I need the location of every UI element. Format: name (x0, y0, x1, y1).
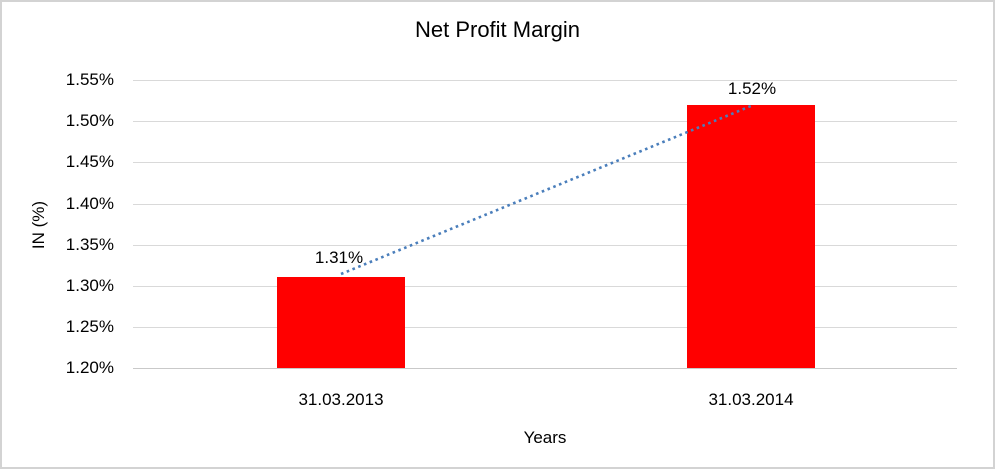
gridline (133, 162, 957, 163)
data-label-2014: 1.52% (727, 79, 777, 98)
y-tick-label: 1.40% (65, 194, 114, 213)
gridline (133, 327, 957, 328)
data-label-2013: 1.31% (314, 248, 364, 267)
plot-area (133, 80, 957, 369)
y-tick-label: 1.20% (65, 358, 114, 377)
chart-title: Net Profit Margin (414, 17, 581, 42)
y-axis-title: IN (%) (29, 200, 48, 250)
gridline (133, 204, 957, 205)
bar-31-03-2014 (687, 105, 815, 368)
y-tick-label: 1.55% (65, 70, 114, 89)
gridline (133, 121, 957, 122)
x-tick-label-2014: 31.03.2014 (708, 390, 794, 409)
y-tick-label: 1.50% (65, 111, 114, 130)
gridline (133, 245, 957, 246)
x-axis-line (133, 368, 957, 369)
bar-31-03-2013 (277, 277, 405, 368)
x-axis-title: Years (523, 428, 567, 447)
y-tick-label: 1.35% (65, 235, 114, 254)
gridline (133, 286, 957, 287)
y-tick-label: 1.45% (65, 152, 114, 171)
gridline (133, 80, 957, 81)
x-tick-label-2013: 31.03.2013 (298, 390, 384, 409)
y-tick-label: 1.30% (65, 276, 114, 295)
y-tick-label: 1.25% (65, 317, 114, 336)
